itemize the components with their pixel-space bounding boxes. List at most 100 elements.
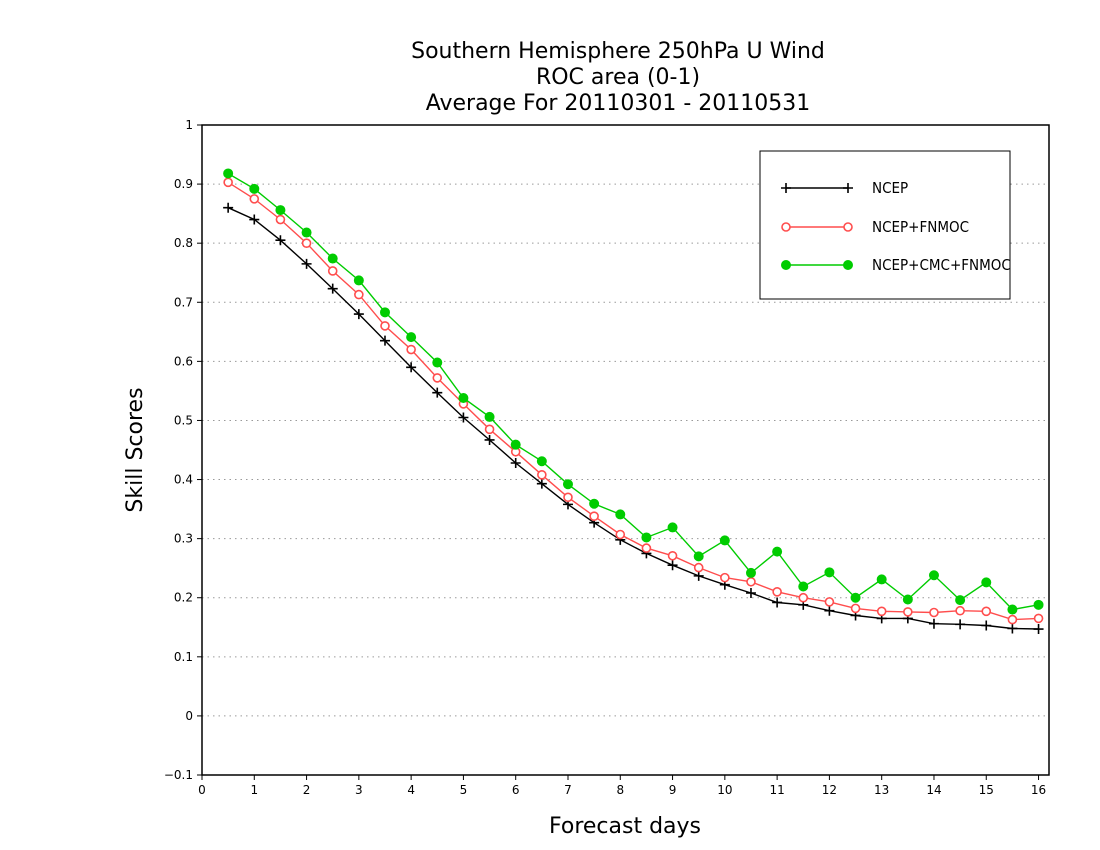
data-point — [719, 535, 730, 546]
data-point — [563, 492, 573, 503]
data-point — [1007, 623, 1018, 634]
x-tick-label: 14 — [926, 783, 941, 797]
y-tick-label: 0.8 — [174, 236, 193, 250]
y-gridlines — [202, 183, 1049, 717]
data-point — [693, 570, 704, 581]
data-point — [536, 478, 547, 489]
data-point — [484, 411, 495, 422]
x-tick-label: 1 — [250, 783, 258, 797]
data-point — [589, 498, 600, 509]
data-point — [772, 546, 783, 557]
data-point — [432, 357, 443, 368]
x-tick-label: 8 — [616, 783, 624, 797]
data-point — [667, 522, 678, 533]
data-point — [615, 529, 626, 540]
x-tick-label: 13 — [874, 783, 889, 797]
plot-area-frame — [201, 124, 1050, 776]
legend-label: NCEP — [872, 179, 908, 197]
legend-marker — [843, 260, 853, 270]
data-point — [353, 309, 364, 320]
x-tick-label: 4 — [407, 783, 415, 797]
data-point — [720, 572, 730, 583]
data-point — [876, 574, 887, 585]
data-point — [902, 594, 913, 605]
y-tick-label: 0.5 — [174, 413, 193, 427]
data-point — [928, 570, 939, 581]
data-point — [667, 560, 678, 571]
data-point — [876, 606, 887, 617]
data-point — [824, 567, 835, 578]
data-point — [458, 412, 469, 423]
data-point — [745, 567, 756, 578]
data-point — [275, 214, 286, 225]
data-point — [746, 576, 756, 587]
data-point — [693, 551, 704, 562]
data-point — [406, 332, 417, 343]
x-axis-title: Forecast days — [549, 814, 701, 839]
legend-label: NCEP+FNMOC — [872, 218, 969, 236]
data-point — [745, 588, 756, 598]
data-point — [301, 227, 312, 238]
data-point — [1033, 613, 1044, 624]
data-point — [484, 424, 495, 435]
x-tick-label: 16 — [1031, 783, 1046, 797]
x-tick-label: 0 — [198, 783, 206, 797]
x-tick-label: 10 — [717, 783, 732, 797]
data-point — [981, 577, 992, 588]
data-point — [772, 587, 782, 597]
data-point — [641, 532, 652, 543]
x-tick-label: 9 — [669, 783, 677, 797]
y-tick-label: 0.2 — [174, 591, 193, 605]
data-point — [955, 595, 966, 606]
legend-item: NCEP+FNMOC — [781, 218, 969, 236]
data-point — [1033, 624, 1044, 635]
data-point — [772, 597, 783, 608]
data-point — [353, 275, 364, 286]
legend-label: NCEP+CMC+FNMOC — [872, 256, 1011, 274]
data-point — [955, 605, 965, 616]
chart-title-line-1: Southern Hemisphere 250hPa U Wind — [411, 39, 825, 64]
x-tick-label: 2 — [303, 783, 311, 797]
data-point — [1007, 604, 1018, 615]
data-point — [432, 387, 443, 398]
x-axis-ticks: 0 1 2 3 4 5 6 7 8 9 10 11 12 13 14 15 16 — [198, 775, 1046, 797]
y-tick-label: −0.1 — [164, 768, 193, 782]
data-point — [824, 597, 835, 607]
data-point — [354, 289, 364, 300]
series-ncep-fnmoc — [223, 177, 1044, 625]
y-tick-label: 0 — [185, 709, 193, 723]
data-point — [955, 619, 966, 630]
data-point — [589, 511, 599, 521]
data-point — [458, 393, 469, 403]
data-point — [379, 335, 390, 346]
data-point — [327, 266, 338, 276]
data-point — [249, 214, 260, 225]
legend-marker — [843, 183, 853, 193]
data-point — [510, 439, 521, 450]
data-point — [380, 321, 390, 331]
legend-box — [759, 150, 1011, 300]
y-tick-label: 0.7 — [174, 295, 193, 309]
legend-marker — [781, 260, 791, 270]
data-point — [903, 607, 913, 617]
data-point — [981, 620, 992, 631]
chart-title-line-2: ROC area (0-1) — [536, 65, 700, 90]
data-point — [301, 238, 312, 248]
x-tick-label: 12 — [822, 783, 837, 797]
data-point — [536, 456, 547, 467]
data-point — [223, 177, 233, 188]
y-axis-title: Skill Scores — [123, 387, 148, 512]
data-point — [667, 550, 678, 561]
data-point — [981, 606, 992, 617]
x-tick-label: 5 — [460, 783, 468, 797]
y-tick-label: 0.9 — [174, 177, 193, 191]
data-point — [275, 205, 286, 216]
data-point — [824, 605, 835, 616]
data-point — [327, 283, 338, 294]
data-point — [223, 202, 234, 213]
data-point — [641, 543, 652, 553]
data-point — [406, 362, 417, 373]
data-point — [928, 618, 939, 629]
y-axis-ticks: −0.1 0 0.1 0.2 0.3 0.4 0.5 0.6 0.7 0.8 0.9 1 — [164, 118, 202, 782]
y-tick-label: 1 — [185, 118, 193, 132]
